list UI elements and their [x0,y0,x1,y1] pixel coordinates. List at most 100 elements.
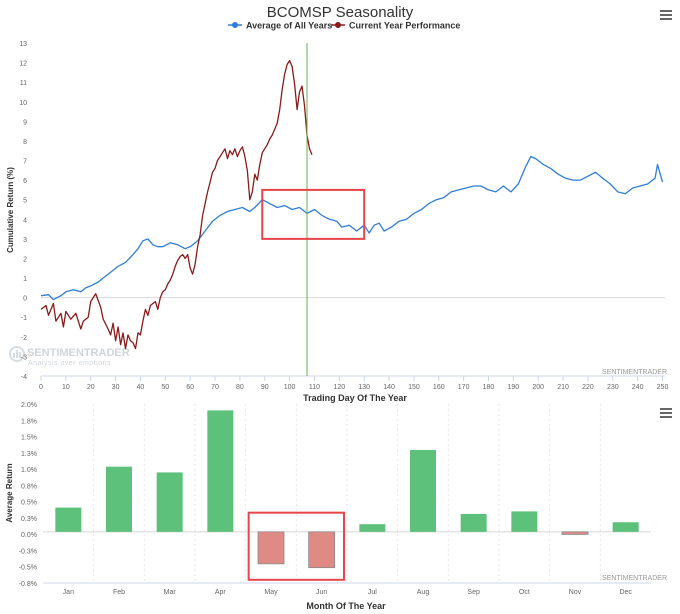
line-xtick-label: 110 [309,384,320,391]
line-legend: Average of All Years Current Year Perfor… [228,21,460,31]
line-xtick-label: 80 [236,384,244,391]
bar-ytick-label: 0.5% [21,500,37,507]
line-chart-series [40,59,664,350]
bar-ytick-label: 1.0% [21,467,37,474]
bar-yaxis-title: Average Return [5,463,14,522]
line-xtick-label: 120 [333,384,345,391]
line-ytick-label: 10 [19,100,27,107]
top-watermark-corner: SENTIMENTRADER [602,369,667,376]
legend-item-average[interactable]: Average of All Years [228,21,332,31]
watermark-brand: SENTIMENTRADER [27,347,130,359]
bar-category-label: May [264,589,278,596]
bar-feb [106,466,132,532]
bar-chart-overlays [247,511,346,581]
bar-highlight-box [247,511,346,581]
line-xtick-label: 140 [383,384,395,391]
bar-category-label: Feb [113,589,125,596]
sentimentrader-watermark: SENTIMENTRADER Analysis over emotions [9,346,130,367]
line-ytick-label: 3 [23,237,27,244]
bar-category-label: Mar [164,589,177,596]
bar-may [257,531,285,565]
bar-category-label: Sep [467,589,480,596]
line-xtick-label: 20 [87,384,95,391]
chart-title: BCOMSP Seasonality [267,4,414,21]
line-xtick-label: 70 [211,384,219,391]
line-xaxis-title: Trading Day Of The Year [303,393,407,403]
line-xtick-label: 50 [161,384,169,391]
line-xtick-label: 230 [607,384,619,391]
line-xtick-label: 180 [483,384,495,391]
bar-ytick-label: 0.3% [21,516,37,523]
line-ytick-label: -1 [21,315,27,322]
line-ytick-label: -3 [21,354,27,361]
bar-apr [207,410,234,532]
line-ytick-label: 12 [19,61,27,68]
legend-item-current-year[interactable]: Current Year Performance [331,21,460,31]
line-ytick-label: 13 [19,41,27,48]
bar-ytick-label: 2.0% [21,402,37,409]
line-xtick-label: 100 [284,384,296,391]
bar-dec [612,522,639,532]
line-xtick-label: 60 [186,384,194,391]
line-chart-menu-icon[interactable] [660,10,672,22]
line-yaxis-title: Cumulative Return (%) [6,167,15,253]
line-xtick-label: 150 [408,384,420,391]
line-xtick-label: 170 [458,384,470,391]
line-xtick-label: 90 [261,384,269,391]
line-ytick-label: 8 [23,139,27,146]
line-ytick-label: 5 [23,198,27,205]
line-xtick-label: 40 [137,384,145,391]
bar-sep [460,513,487,532]
line-xtick-label: 220 [582,384,594,391]
line-xtick-label: 130 [358,384,370,391]
bar-mar [156,472,183,532]
legend-label-current-year: Current Year Performance [349,21,460,31]
bar-category-label: Oct [519,589,530,596]
line-xtick-label: 200 [532,384,544,391]
bottom-watermark-corner: SENTIMENTRADER [602,575,667,582]
line-ytick-label: 6 [23,178,27,185]
bar-category-label: Jun [316,589,327,596]
bar-jan [55,507,82,532]
bar-jul [359,524,386,532]
bar-ytick-label: 1.5% [21,435,37,442]
line-xtick-label: 210 [557,384,569,391]
watermark-tagline: Analysis over emotions [28,360,111,367]
bar-category-label: Dec [619,589,632,596]
bar-aug [410,450,436,532]
bar-ytick-label: 1.8% [21,418,37,425]
bar-chart-menu-icon[interactable] [660,408,672,420]
line-ytick-label: 11 [20,80,27,87]
bar-ytick-label: 1.3% [21,451,37,458]
line-ytick-label: -4 [21,374,27,381]
bar-ytick-label: -0.3% [19,548,37,555]
bar-category-label: Nov [569,589,582,596]
bar-category-label: Jan [63,589,74,596]
line-highlight-box [261,188,366,240]
line-xtick-label: 190 [508,384,520,391]
current-year-line [40,59,313,350]
bar-ytick-label: -0.5% [19,565,37,572]
line-ytick-label: 7 [23,159,27,166]
legend-label-average: Average of All Years [246,21,332,31]
bar-category-label: Jul [368,589,377,596]
line-xtick-label: 250 [657,384,669,391]
bar-ytick-label: -0.8% [19,581,37,588]
line-xtick-label: 240 [632,384,644,391]
bar-chart-axes: -0.8% -0.5% -0.3% 0.0% 0.3% 0.5% 0.8% 1.0% 1.3% 1… [19,402,651,596]
bar-ytick-label: 0.8% [21,483,37,490]
line-ytick-label: -2 [21,335,27,342]
bar-oct [511,511,538,532]
bar-jun [308,531,336,569]
bar-xaxis-title: Month Of The Year [306,601,386,611]
line-ytick-label: 2 [23,256,27,263]
line-xtick-label: 10 [62,384,70,391]
bar-category-label: Aug [417,589,430,596]
bar-category-label: Apr [215,589,227,596]
line-xtick-label: 160 [433,384,445,391]
bar-nov [561,531,589,535]
line-xtick-label: 0 [39,384,43,391]
bar-ytick-label: 0.0% [21,532,37,539]
